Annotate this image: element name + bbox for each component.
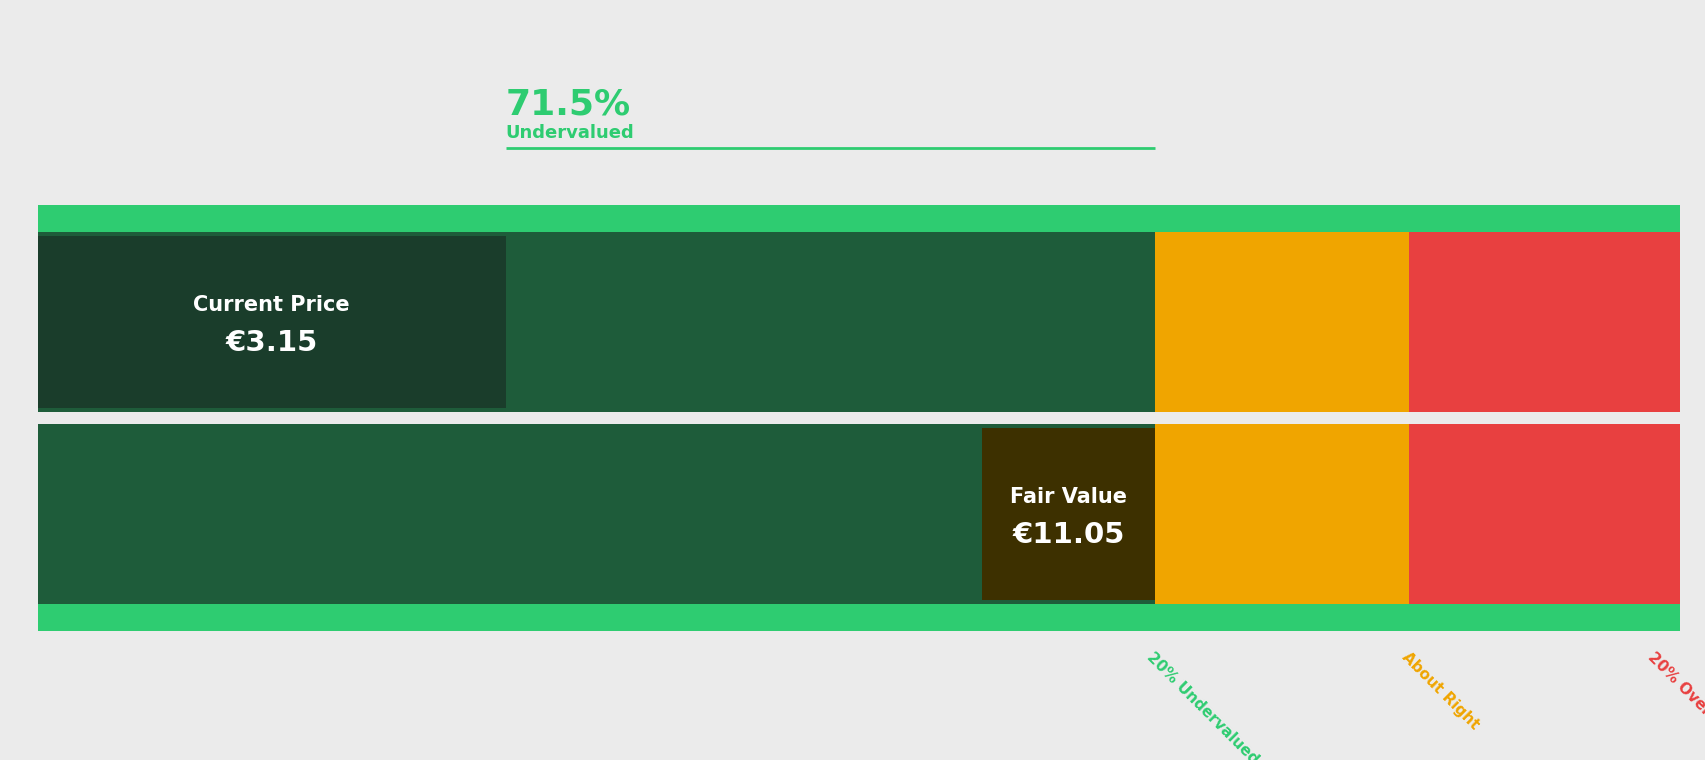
Bar [38,424,1154,604]
Bar [1154,424,1408,604]
Text: Undervalued: Undervalued [505,124,634,142]
Text: 71.5%: 71.5% [505,87,631,122]
Bar [1408,232,1679,412]
Bar [38,205,1154,232]
Bar [1408,424,1679,604]
Bar [38,604,1154,631]
Bar [1408,604,1679,631]
Bar [1154,205,1408,232]
Bar [982,428,1154,600]
Text: 20% Overvalued: 20% Overvalued [1644,650,1705,759]
Bar [38,232,1154,412]
Text: €3.15: €3.15 [225,329,317,357]
Text: €11.05: €11.05 [1011,521,1124,549]
Text: 20% Undervalued: 20% Undervalued [1144,650,1262,760]
Bar [38,236,505,408]
Bar [1154,232,1408,412]
Text: Current Price: Current Price [193,296,350,315]
Text: About Right: About Right [1398,650,1482,733]
Bar [1408,205,1679,232]
Text: Fair Value: Fair Value [1009,487,1127,507]
Bar [1154,604,1408,631]
